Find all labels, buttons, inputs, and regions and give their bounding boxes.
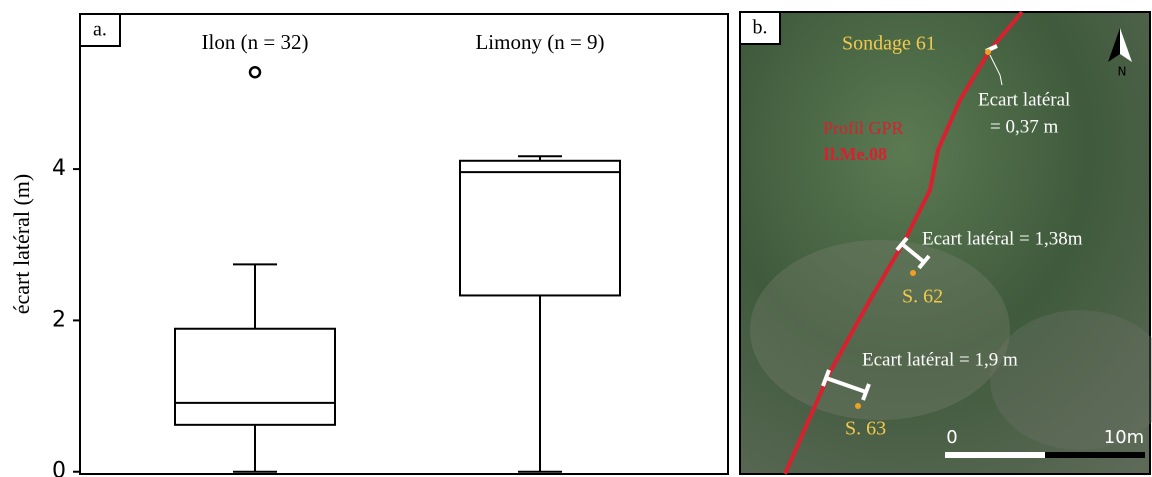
category-label: Ilon (n = 32) [202, 30, 309, 54]
north-arrow [1120, 28, 1132, 62]
ecart-bar [821, 369, 871, 401]
panel-label-box [79, 13, 121, 47]
map-panel: b. N Sondage 61 Ecart latéral = 0,37 m P… [739, 10, 1152, 475]
sondage-point [985, 49, 991, 55]
box [459, 159, 621, 297]
y-tick-label: 4 [52, 156, 66, 181]
scale-bar [945, 452, 1045, 458]
y-tick-label: 0 [52, 459, 66, 477]
outlier [248, 66, 262, 79]
scale-label: 0 [946, 427, 957, 448]
ecart-label: Ecart latéral [978, 89, 1070, 110]
y-tick-label: 2 [52, 307, 66, 332]
panel-label: a. [93, 19, 107, 41]
north-label: N [1118, 65, 1127, 79]
ecart-label: = 0,37 m [990, 116, 1058, 137]
terrain [990, 310, 1152, 450]
sondage-label: S. 62 [902, 286, 943, 308]
category-label: Limony (n = 9) [475, 30, 604, 54]
panel-label-box [739, 11, 781, 45]
leader-line [989, 54, 1003, 86]
ecart-bar [895, 236, 931, 270]
sondage-point [855, 403, 861, 409]
plot-frame [79, 13, 729, 475]
profile-label: Il.Me.08 [823, 144, 887, 164]
panel-label: b. [753, 17, 768, 39]
ecart-label: Ecart latéral = 1,9 m [862, 349, 1018, 370]
ecart-label: Ecart latéral = 1,38m [922, 228, 1083, 249]
scale-label: 10m [1104, 427, 1144, 448]
sondage-label: S. 63 [845, 418, 886, 440]
sondage-label: Sondage 61 [842, 33, 936, 55]
terrain [750, 240, 1010, 420]
box [174, 327, 336, 426]
scale-bar [1045, 452, 1145, 458]
map-image [739, 11, 1151, 475]
y-axis-label: écart latéral (m) [9, 174, 34, 314]
profile-label: Profil GPR [823, 118, 904, 138]
sondage-point [910, 270, 916, 276]
north-arrow [1108, 28, 1120, 62]
gpr-profile [783, 10, 1024, 475]
